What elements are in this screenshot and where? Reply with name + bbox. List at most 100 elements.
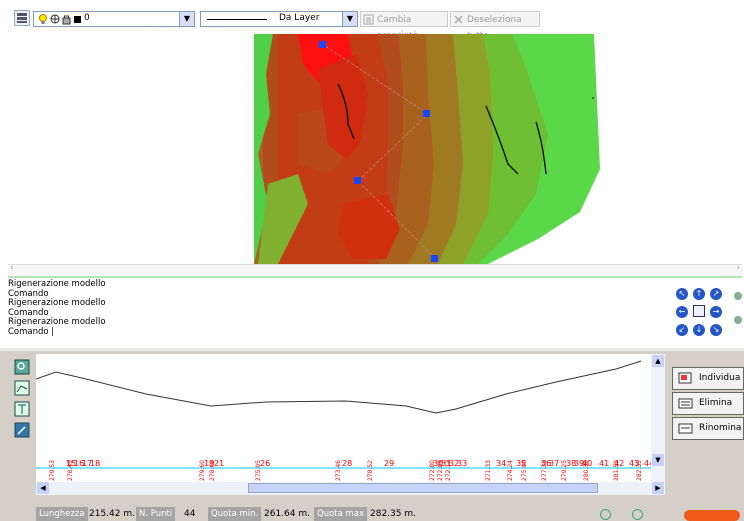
scroll-thumb[interactable] [248, 483, 598, 493]
pan-up-right-icon[interactable]: ↗ [710, 288, 722, 300]
zoom-in-icon[interactable] [600, 509, 611, 520]
divider [8, 276, 742, 278]
drawing-hscrollbar[interactable]: ‹ › [8, 263, 742, 277]
toolbar: 0 ▼ Da Layer ▼ Cambia proprietà Deselezi… [0, 0, 744, 41]
station-label: 37 [549, 459, 559, 468]
drawing-viewport[interactable] [8, 34, 742, 264]
scroll-left-icon[interactable]: ‹ [10, 263, 14, 273]
elevation-label: 275.05 [255, 460, 262, 481]
terrain-map [254, 34, 600, 264]
elevation-label: 279.60 [199, 460, 206, 481]
rinomina-button[interactable]: Rinomina [672, 417, 744, 440]
pan-down-icon[interactable]: ↓ [693, 324, 705, 336]
station-label: 29 [384, 459, 394, 468]
elevation-label: 282.35 [636, 460, 643, 481]
quota-max-value: 282.35 m. [370, 509, 416, 519]
scroll-left-icon[interactable]: ◀ [37, 482, 49, 494]
scroll-down-icon[interactable]: ▼ [652, 454, 664, 466]
pan-down-right-icon[interactable]: ↘ [710, 324, 722, 336]
zoom-profile-icon[interactable] [14, 359, 30, 375]
command-history[interactable]: Rigenerazione modello Comando Rigenerazi… [8, 279, 668, 348]
deseleziona-tutto-button[interactable]: Deseleziona tutto [450, 11, 540, 41]
station-label: 35 [516, 459, 526, 468]
export-icon[interactable] [14, 422, 30, 438]
pan-up-left-icon[interactable]: ↖ [676, 288, 688, 300]
profile-chart[interactable]: 15 16 17 18 19 21 26 28 29 30 31 32 33 34 35 36 37 38 39 40… [36, 354, 651, 482]
scroll-right-icon[interactable]: ▶ [652, 482, 664, 494]
deselect-icon [454, 15, 463, 24]
elevation-label: 278.52 [367, 460, 374, 481]
station-label: 39 [574, 459, 584, 468]
chevron-down-icon[interactable]: ▼ [342, 12, 357, 26]
station-label: 16 [74, 459, 84, 468]
chevron-down-icon[interactable]: ▼ [179, 12, 194, 26]
elevation-label: 272.80 [429, 460, 436, 481]
elimina-button[interactable]: Elimina [672, 392, 744, 415]
elevation-label: 274.24 [507, 460, 514, 481]
elevation-label: 279.53 [49, 460, 56, 481]
station-label: 17 [82, 459, 92, 468]
station-label: 30 [433, 459, 443, 468]
scroll-up-icon[interactable]: ▲ [652, 355, 664, 367]
pan-right-icon[interactable]: → [710, 306, 722, 318]
linetype-combo-value: Da Layer [279, 13, 320, 23]
command-line-5: Rigenerazione modello [8, 317, 106, 328]
linetype-combo[interactable]: Da Layer ▼ [200, 11, 358, 27]
station-label: 26 [260, 459, 270, 468]
station-label: 41 [599, 459, 609, 468]
zoom-in-icon[interactable] [734, 292, 742, 300]
pan-up-icon[interactable]: ↑ [693, 288, 705, 300]
station-label: 28 [342, 459, 352, 468]
zoom-out-icon[interactable] [734, 316, 742, 324]
lunghezza-value: 215.42 m. [89, 509, 135, 519]
rinomina-label: Rinomina [699, 423, 742, 433]
zoom-extents-icon[interactable] [693, 305, 705, 317]
freeze-icon [50, 14, 60, 24]
color-swatch-icon [74, 16, 81, 23]
quota-max-label: Quota max [314, 507, 368, 521]
close-button[interactable] [684, 510, 740, 521]
layers-icon[interactable] [14, 10, 30, 26]
profile-vscrollbar[interactable]: ▲ ▼ [651, 354, 665, 482]
command-line-6: Comando | [8, 326, 55, 337]
station-label: 36 [541, 459, 551, 468]
station-label: 31 [441, 459, 451, 468]
command-line-2: Comando [8, 288, 49, 299]
pan-left-icon[interactable]: ← [676, 306, 688, 318]
station-label: 34 [496, 459, 506, 468]
lightbulb-icon [39, 14, 47, 24]
layer-combo-value: 0 [84, 13, 90, 23]
zoom-out-icon[interactable] [632, 509, 643, 520]
station-label: 42 [614, 459, 624, 468]
elevation-label: 278.45 [67, 460, 74, 481]
lock-icon [62, 15, 71, 25]
pan-down-left-icon[interactable]: ↙ [676, 324, 688, 336]
individua-icon [678, 372, 692, 384]
elevation-label: 278.68 [209, 460, 216, 481]
station-label: 32 [449, 459, 459, 468]
section-icon[interactable] [14, 380, 30, 396]
cambia-proprieta-button[interactable]: Cambia proprietà [360, 11, 448, 41]
profile-hscrollbar[interactable]: ◀ ▶ [36, 482, 665, 495]
individua-label: Individua [699, 373, 741, 383]
text-profile-icon[interactable] [14, 401, 30, 417]
elevation-label: 272.12 [445, 460, 452, 481]
individua-button[interactable]: Individua [672, 367, 744, 390]
station-label: 40 [582, 459, 592, 468]
elimina-label: Elimina [699, 398, 733, 408]
elevation-label: 277.33 [541, 460, 548, 481]
elevation-label: 273.46 [335, 460, 342, 481]
lunghezza-label: Lunghezza [36, 507, 88, 521]
quota-min-label: Quota min. [208, 507, 262, 521]
elevation-label: 280.38 [583, 460, 590, 481]
station-label: 43 [629, 459, 639, 468]
station-label: 33 [457, 459, 467, 468]
scroll-right-icon[interactable]: › [736, 263, 740, 273]
command-line-1: Rigenerazione modello [8, 279, 106, 289]
properties-icon [363, 14, 374, 25]
layer-combo[interactable]: 0 ▼ [33, 11, 195, 27]
station-label: 19 [204, 459, 214, 468]
elevation-label: 275.00 [521, 460, 528, 481]
quota-min-value: 261.64 m. [264, 509, 310, 519]
